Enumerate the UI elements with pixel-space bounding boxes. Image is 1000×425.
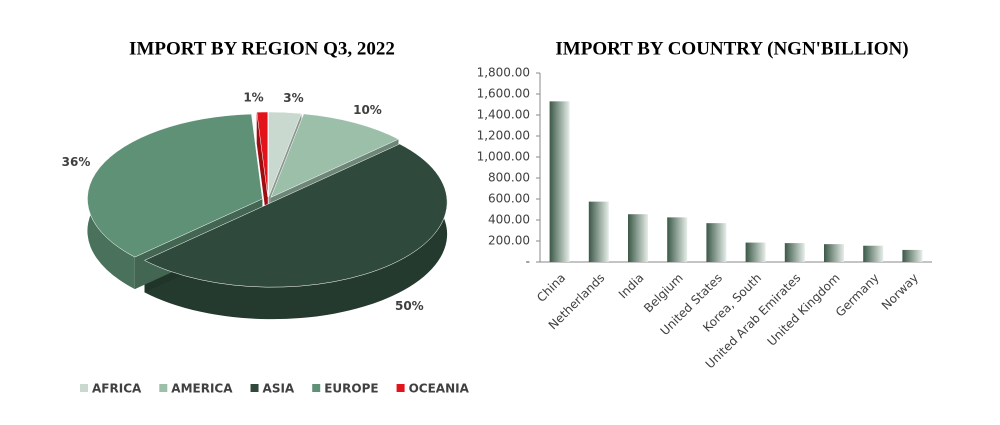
data-label: 1% <box>243 91 263 105</box>
bar <box>706 223 727 262</box>
legend-label: AMERICA <box>171 382 233 396</box>
bar <box>784 243 805 262</box>
y-tick-label: 1,400.00 <box>477 108 530 122</box>
pie-slice <box>87 113 263 258</box>
legend-swatch <box>250 384 259 392</box>
pie-slice <box>270 113 400 198</box>
bar <box>549 101 570 262</box>
y-tick-label: 800.00 <box>488 171 530 185</box>
bar <box>863 245 884 262</box>
legend-label: ASIA <box>263 382 295 396</box>
legend-swatch <box>396 384 405 392</box>
chart-title: IMPORT BY COUNTRY (NGN'BILLION) <box>555 38 908 59</box>
bar <box>628 214 648 262</box>
legend-label: OCEANIA <box>409 382 470 396</box>
x-tick-label: United Kingdom <box>765 271 843 349</box>
x-tick-label: China <box>534 271 568 305</box>
legend-swatch <box>159 384 168 392</box>
data-label: 10% <box>353 103 382 117</box>
y-tick-label: 1,200.00 <box>477 129 530 143</box>
y-tick-label: 200.00 <box>488 234 530 248</box>
y-tick-label: 1,600.00 <box>477 87 530 101</box>
data-label: 36% <box>62 155 91 169</box>
pie-slice-side <box>144 144 448 320</box>
y-tick-label: - <box>526 255 530 269</box>
bar <box>745 242 766 262</box>
x-tick-label: Germany <box>833 271 882 320</box>
chart-title: IMPORT BY REGION Q3, 2022 <box>129 38 395 59</box>
x-tick-label: Norway <box>879 271 921 313</box>
y-tick-label: 400.00 <box>488 213 530 227</box>
legend-label: AFRICA <box>92 382 142 396</box>
bar <box>902 249 923 262</box>
legend-swatch <box>312 384 321 392</box>
bar <box>588 201 609 262</box>
data-label: 3% <box>283 91 303 105</box>
y-tick-label: 1,000.00 <box>477 150 530 164</box>
pie-slice <box>268 111 302 198</box>
x-tick-label: India <box>616 271 647 302</box>
bar <box>824 244 844 262</box>
legend-swatch <box>80 384 88 392</box>
pie-slice <box>143 143 448 288</box>
y-tick-label: 1,800.00 <box>477 66 530 80</box>
y-tick-label: 600.00 <box>488 192 530 206</box>
pie-slice-side <box>256 112 268 230</box>
bar <box>667 217 688 262</box>
legend-label: EUROPE <box>324 382 378 396</box>
data-label: 50% <box>395 299 424 313</box>
pie-slice <box>256 111 269 198</box>
